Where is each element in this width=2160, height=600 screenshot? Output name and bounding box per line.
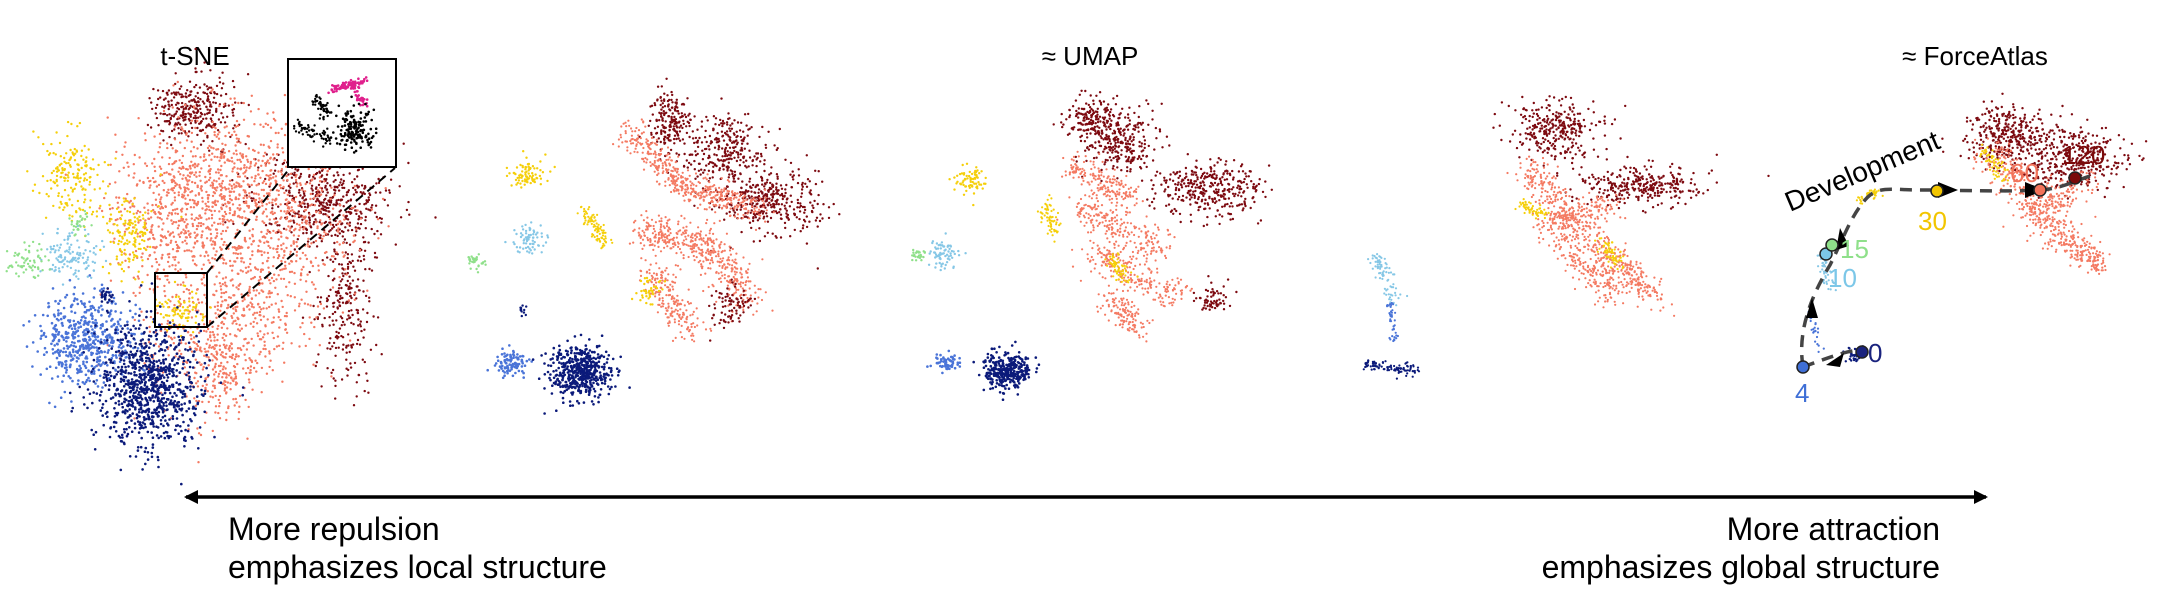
timepoint-node [1796,360,1810,374]
zoom-source-box [154,272,208,328]
timepoint-label: 0 [1868,338,1882,368]
trajectory-arrow-3 [1836,228,1849,250]
left-caption-line1: More repulsion [228,511,440,547]
zoom-connector-bottom [206,167,396,328]
timepoint-node [1825,238,1839,252]
left-caption-line2: emphasizes local structure [228,549,607,585]
umap-embedding [911,89,1274,402]
panel-title-forceatlas: ≈ ForceAtlas [1902,41,2048,71]
zoom-inset-points [293,76,378,154]
intermediate-embedding-2 [1362,95,1770,380]
trajectory-arrow-2 [1806,298,1818,318]
forceatlas-embedding [1807,92,2148,363]
zoom-connector-top [206,167,291,274]
intermediate-embedding-1 [467,77,841,415]
panel-title-tsne: t-SNE [160,41,229,71]
right-caption-line1: More attraction [1727,511,1940,547]
timepoint-node [2033,183,2047,197]
timepoint-node [2068,171,2082,185]
timepoint-label: 120 [2062,140,2105,170]
tsne-embedding [5,47,437,486]
timepoint-label: 60 [2010,158,2039,188]
timepoint-label: 15 [1840,234,1869,264]
zoom-inset [154,58,397,328]
timepoint-label: 30 [1918,206,1947,236]
timepoint-label: 4 [1795,378,1809,408]
timepoint-node [1930,184,1944,198]
panel-title-umap: ≈ UMAP [1042,41,1139,71]
trajectory-arrow-1 [1826,353,1844,367]
right-caption-line2: emphasizes global structure [1542,549,1940,585]
timepoint-label: 10 [1828,263,1857,293]
timepoint-node [1855,345,1869,359]
zoom-inset-frame [287,58,397,168]
